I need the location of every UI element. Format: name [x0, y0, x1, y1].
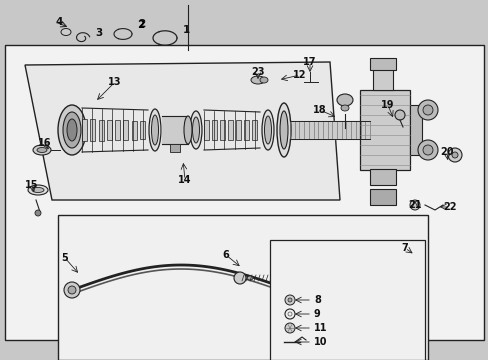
Circle shape: [68, 286, 76, 294]
Circle shape: [417, 100, 437, 120]
Bar: [269, 240, 424, 360]
Circle shape: [295, 281, 307, 293]
Bar: [236, 120, 241, 140]
Text: 17: 17: [303, 57, 316, 67]
Bar: [58, 215, 427, 360]
Bar: [227, 120, 232, 140]
Text: 5: 5: [61, 253, 68, 263]
Bar: [123, 120, 128, 140]
Bar: [244, 120, 248, 140]
Circle shape: [285, 255, 305, 275]
Ellipse shape: [280, 111, 287, 149]
Text: 6: 6: [222, 250, 229, 260]
Bar: [106, 120, 112, 140]
Ellipse shape: [151, 115, 158, 145]
Ellipse shape: [246, 276, 252, 280]
Text: 7: 7: [401, 243, 407, 253]
Circle shape: [447, 148, 461, 162]
Ellipse shape: [262, 110, 273, 150]
Text: 10: 10: [313, 337, 327, 347]
Circle shape: [64, 282, 80, 298]
Ellipse shape: [32, 188, 44, 193]
Text: 14: 14: [178, 175, 191, 185]
Bar: [140, 121, 144, 139]
Bar: [372, 68, 392, 90]
Ellipse shape: [149, 109, 161, 151]
Ellipse shape: [61, 28, 71, 36]
Ellipse shape: [260, 77, 267, 83]
Bar: [98, 120, 103, 140]
Text: 21: 21: [407, 200, 421, 210]
Bar: [369, 58, 395, 70]
Text: 12: 12: [293, 70, 306, 80]
Text: 13: 13: [108, 77, 122, 87]
Text: 19: 19: [381, 100, 394, 110]
Ellipse shape: [33, 145, 51, 155]
Text: 23: 23: [251, 67, 264, 77]
Circle shape: [234, 272, 245, 284]
Circle shape: [417, 140, 437, 160]
Bar: [251, 120, 256, 140]
Ellipse shape: [192, 117, 199, 143]
Ellipse shape: [58, 105, 86, 155]
Polygon shape: [25, 62, 339, 200]
Text: 8: 8: [313, 295, 320, 305]
Bar: [5, 45, 483, 340]
Text: 20: 20: [439, 147, 453, 157]
Text: 18: 18: [312, 105, 326, 115]
Ellipse shape: [250, 76, 264, 84]
Bar: [82, 119, 87, 141]
Circle shape: [422, 145, 432, 155]
Text: 15: 15: [25, 180, 39, 190]
Text: 16: 16: [38, 138, 52, 148]
Bar: [369, 169, 395, 185]
Circle shape: [285, 323, 294, 333]
Circle shape: [409, 200, 419, 210]
Circle shape: [394, 110, 404, 120]
Text: 4: 4: [55, 17, 62, 27]
Bar: [170, 144, 180, 152]
Bar: [212, 120, 217, 140]
Bar: [359, 90, 409, 170]
Bar: [220, 120, 224, 140]
Circle shape: [289, 260, 299, 270]
Bar: [203, 120, 208, 140]
Circle shape: [285, 295, 294, 305]
Ellipse shape: [63, 112, 81, 148]
Ellipse shape: [190, 111, 202, 149]
Text: 1: 1: [183, 25, 190, 35]
Circle shape: [422, 105, 432, 115]
Bar: [90, 119, 95, 141]
Bar: [369, 189, 395, 205]
Circle shape: [451, 152, 457, 158]
Text: 3: 3: [95, 28, 102, 38]
Ellipse shape: [264, 116, 271, 144]
Text: 2: 2: [137, 20, 144, 30]
Text: 2: 2: [138, 19, 145, 29]
Ellipse shape: [183, 116, 192, 144]
Bar: [131, 121, 136, 140]
Ellipse shape: [67, 119, 77, 141]
Ellipse shape: [276, 103, 290, 157]
Bar: [409, 105, 421, 155]
Ellipse shape: [28, 185, 48, 195]
Text: 22: 22: [442, 202, 456, 212]
Ellipse shape: [37, 148, 47, 153]
Text: 11: 11: [313, 323, 327, 333]
Text: 9: 9: [313, 309, 320, 319]
Ellipse shape: [336, 94, 352, 106]
Circle shape: [287, 298, 291, 302]
Bar: [115, 120, 120, 140]
Circle shape: [35, 210, 41, 216]
Ellipse shape: [340, 105, 348, 111]
